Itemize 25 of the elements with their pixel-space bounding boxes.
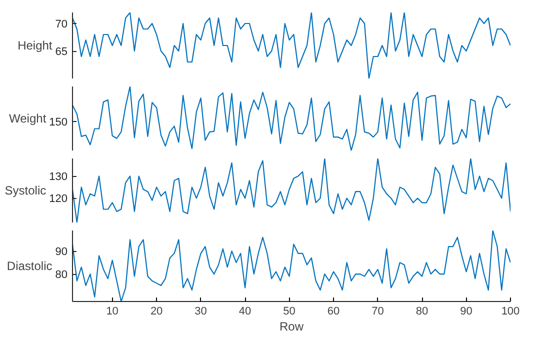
y-axis-title: Weight xyxy=(9,112,47,126)
y-tick-label: 70 xyxy=(55,18,68,30)
y-tick-label: 80 xyxy=(55,269,68,282)
line-series xyxy=(72,12,510,78)
x-tick-label: 30 xyxy=(194,306,207,318)
y-tick-label: 120 xyxy=(49,193,68,206)
x-tick-label: 20 xyxy=(150,306,163,318)
y-tick-label: 130 xyxy=(49,171,68,184)
y-axis-title: Height xyxy=(18,38,53,52)
x-tick-label: 40 xyxy=(238,306,252,318)
x-tick-label: 70 xyxy=(372,306,384,318)
x-tick-label: 100 xyxy=(501,306,520,318)
x-tick-label: 80 xyxy=(416,306,428,318)
y-tick-label: 90 xyxy=(55,246,68,258)
line-series xyxy=(72,158,510,222)
y-tick-label: 65 xyxy=(55,46,68,58)
x-tick-label: 90 xyxy=(460,306,472,318)
x-tick-label: 60 xyxy=(327,306,340,318)
x-axis-title: Row xyxy=(279,320,304,334)
x-tick-label: 50 xyxy=(283,306,296,318)
y-axis-title: Diastolic xyxy=(6,259,52,273)
line-series xyxy=(72,230,510,302)
x-tick-label: 10 xyxy=(106,306,118,318)
y-axis-title: Systolic xyxy=(4,184,46,198)
text: 150 xyxy=(49,116,68,129)
